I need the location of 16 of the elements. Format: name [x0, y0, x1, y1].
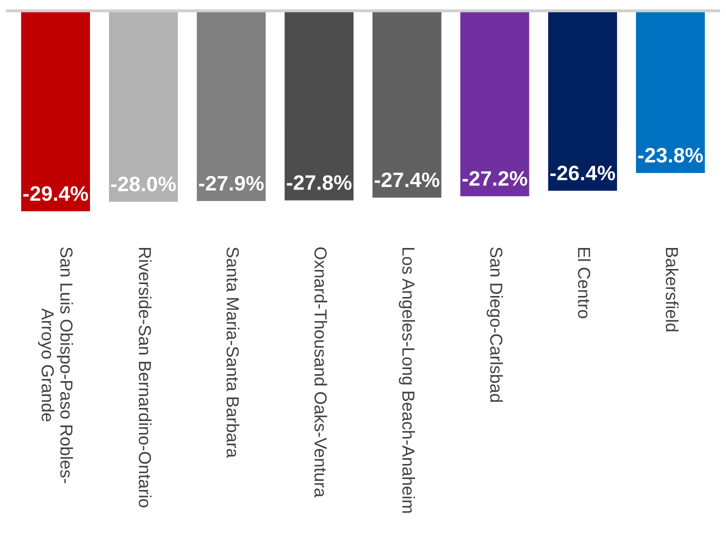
data-label: -27.9% — [199, 176, 264, 191]
x-tick-label: Los Angeles-Long Beach-Anaheim — [398, 248, 416, 513]
x-tick-label: Santa Maria-Santa Barbara — [226, 247, 240, 458]
data-label: -29.4% — [23, 186, 88, 201]
data-label: -28.0% — [111, 176, 176, 192]
data-label: -27.2% — [462, 171, 528, 186]
data-label: -27.8% — [286, 175, 352, 190]
x-tick-label: Bakersfield — [666, 248, 679, 332]
x-tick-label: San Luis Obispo-Paso Robles- Arroyo Grande — [38, 247, 74, 484]
data-label: -23.8% — [638, 148, 703, 163]
x-tick-label: Oxnard-Thousand Oaks-Ventura — [314, 247, 328, 498]
data-label: -26.4% — [550, 166, 616, 180]
data-label: -27.4% — [374, 172, 440, 188]
x-tick-label: Riverside-San Bernardino-Ontario — [138, 248, 152, 508]
x-tick-label: El Centro — [578, 248, 591, 318]
x-tick-label: San Diego-Carlsbad — [486, 247, 503, 402]
